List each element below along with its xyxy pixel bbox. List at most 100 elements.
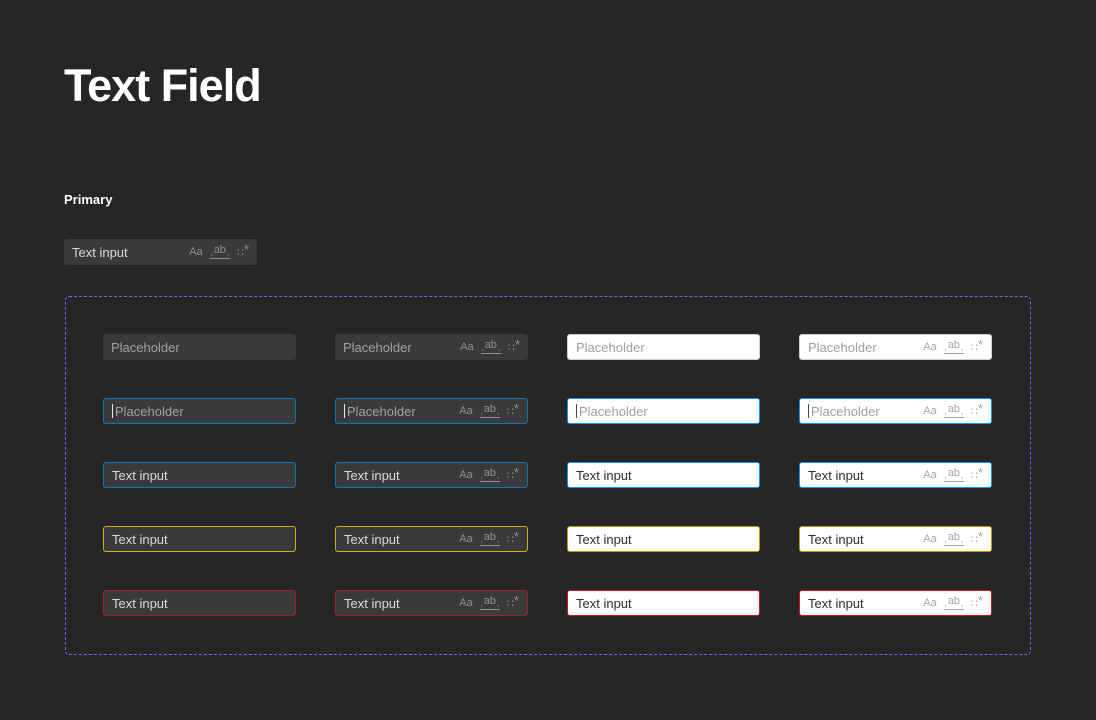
text-field-light-focus-with-icons[interactable]: Placeholder Aa ‚ ab ‚ ∷ * (799, 398, 992, 424)
spellcheck-icon[interactable]: ‚ ab ‚ (480, 340, 501, 354)
text-case-icon[interactable]: Aa (459, 596, 473, 609)
ab-label: ab (947, 339, 960, 351)
variants-panel: Placeholder Placeholder Aa ‚ ab ‚ ∷ * Place… (65, 296, 1031, 655)
text-case-icon[interactable]: Aa (923, 596, 937, 609)
spellcheck-icon[interactable]: ‚ ab ‚ (943, 595, 964, 610)
spellcheck-icon[interactable]: ‚ ab ‚ (943, 403, 964, 418)
sample-text-field[interactable]: Text input Aa ‚ ab ‚ ∷ * (64, 239, 257, 265)
field-text: Text input (576, 595, 632, 611)
dots-glyph: ∷ (236, 245, 244, 259)
text-case-icon[interactable]: Aa (460, 340, 474, 353)
password-asterisk-icon[interactable]: ∷ * (970, 464, 983, 482)
asterisk-glyph: * (977, 464, 983, 480)
text-case-icon[interactable]: Aa (459, 468, 473, 481)
spellcheck-icon[interactable]: ‚ ab ‚ (479, 531, 500, 546)
text-case-icon[interactable]: Aa (189, 245, 203, 258)
ab-label: ab (483, 531, 496, 543)
text-field-dark-error-with-icons[interactable]: Text input Aa ‚ ab ‚ ∷ * (335, 590, 528, 616)
password-asterisk-icon[interactable]: ∷ * (236, 243, 249, 259)
text-field-dark-warning-with-icons[interactable]: Text input Aa ‚ ab ‚ ∷ * (335, 526, 528, 552)
text-case-icon[interactable]: Aa (923, 468, 937, 481)
field-text: Text input (112, 531, 168, 547)
password-asterisk-icon[interactable]: ∷ * (506, 528, 519, 546)
tick-mark: ‚ (496, 406, 499, 416)
field-text: Placeholder (343, 339, 412, 355)
text-field-light-warning[interactable]: Text input (567, 526, 760, 552)
text-field-dark-default-with-icons[interactable]: Placeholder Aa ‚ ab ‚ ∷ * (335, 334, 528, 360)
spellcheck-icon[interactable]: ‚ ab ‚ (479, 404, 500, 418)
variants-grid: Placeholder Placeholder Aa ‚ ab ‚ ∷ * Place… (103, 334, 992, 616)
tick-mark: ‚ (226, 247, 229, 257)
text-case-icon[interactable]: Aa (923, 340, 937, 353)
text-field-dark-warning[interactable]: Text input (103, 526, 296, 552)
field-text: Text input (344, 595, 400, 611)
text-field-light-active[interactable]: Text input (567, 462, 760, 488)
text-field-dark-error[interactable]: Text input (103, 590, 296, 616)
field-icons: Aa ‚ ab ‚ ∷ * (923, 400, 983, 418)
tick-mark: ‚ (480, 470, 483, 480)
field-text: Placeholder (579, 403, 648, 419)
text-field-light-error-with-icons[interactable]: Text input Aa ‚ ab ‚ ∷ * (799, 590, 992, 616)
password-asterisk-icon[interactable]: ∷ * (507, 402, 519, 418)
field-icons: Aa ‚ ab ‚ ∷ * (923, 464, 983, 482)
field-icons: Aa ‚ ab ‚ ∷ * (459, 528, 519, 546)
password-asterisk-icon[interactable]: ∷ * (970, 338, 983, 354)
password-asterisk-icon[interactable]: ∷ * (971, 592, 983, 610)
dots-glyph: ∷ (506, 532, 514, 546)
asterisk-glyph: * (513, 592, 519, 608)
field-icons: Aa ‚ ab ‚ ∷ * (189, 243, 249, 259)
tick-mark: ‚ (960, 342, 963, 352)
field-text: Text input (576, 467, 632, 483)
field-icons: Aa ‚ ab ‚ ∷ * (460, 338, 520, 354)
password-asterisk-icon[interactable]: ∷ * (971, 530, 983, 546)
field-text: Text input (112, 595, 168, 611)
field-icons: Aa ‚ ab ‚ ∷ * (459, 592, 519, 610)
tick-mark: ‚ (960, 598, 963, 608)
spellcheck-icon[interactable]: ‚ ab ‚ (479, 596, 500, 610)
text-field-dark-active[interactable]: Text input (103, 462, 296, 488)
tick-mark: ‚ (480, 534, 483, 544)
field-icons: Aa ‚ ab ‚ ∷ * (459, 402, 519, 418)
password-asterisk-icon[interactable]: ∷ * (508, 338, 520, 354)
text-field-light-focus[interactable]: Placeholder (567, 398, 760, 424)
dots-glyph: ∷ (506, 468, 514, 482)
spellcheck-icon[interactable]: ‚ ab ‚ (479, 468, 500, 482)
asterisk-glyph: * (513, 528, 519, 544)
text-field-dark-default[interactable]: Placeholder (103, 334, 296, 360)
password-asterisk-icon[interactable]: ∷ * (506, 464, 519, 482)
text-field-light-default-with-icons[interactable]: Placeholder Aa ‚ ab ‚ ∷ * (799, 334, 992, 360)
asterisk-glyph: * (977, 592, 983, 608)
tick-mark: ‚ (210, 247, 213, 257)
field-text: Placeholder (576, 339, 645, 355)
text-field-light-error[interactable]: Text input (567, 590, 760, 616)
field-icons: Aa ‚ ab ‚ ∷ * (923, 592, 983, 610)
text-field-dark-focus[interactable]: Placeholder (103, 398, 296, 424)
text-case-icon[interactable]: Aa (459, 532, 473, 545)
dots-glyph: ∷ (970, 340, 978, 354)
text-field-light-active-with-icons[interactable]: Text input Aa ‚ ab ‚ ∷ * (799, 462, 992, 488)
asterisk-glyph: * (977, 400, 983, 416)
spellcheck-icon[interactable]: ‚ ab ‚ (943, 531, 964, 546)
field-text: Placeholder (808, 339, 877, 355)
text-field-dark-focus-with-icons[interactable]: Placeholder Aa ‚ ab ‚ ∷ * (335, 398, 528, 424)
text-field-light-default[interactable]: Placeholder (567, 334, 760, 360)
tick-mark: ‚ (480, 406, 483, 416)
text-case-icon[interactable]: Aa (923, 404, 937, 417)
ab-label: ab (947, 403, 960, 415)
spellcheck-icon[interactable]: ‚ ab ‚ (209, 245, 230, 259)
dots-glyph: ∷ (970, 468, 978, 482)
password-asterisk-icon[interactable]: ∷ * (507, 592, 519, 610)
text-case-icon[interactable]: Aa (459, 404, 473, 417)
password-asterisk-icon[interactable]: ∷ * (971, 400, 983, 418)
text-field-dark-active-with-icons[interactable]: Text input Aa ‚ ab ‚ ∷ * (335, 462, 528, 488)
spellcheck-icon[interactable]: ‚ ab ‚ (943, 339, 964, 354)
asterisk-glyph: * (513, 464, 519, 480)
field-text: Text input (808, 531, 864, 547)
spellcheck-icon[interactable]: ‚ ab ‚ (943, 468, 964, 482)
text-caret (808, 404, 809, 418)
text-case-icon[interactable]: Aa (923, 532, 937, 545)
text-field-light-warning-with-icons[interactable]: Text input Aa ‚ ab ‚ ∷ * (799, 526, 992, 552)
ab-label: ab (947, 595, 960, 607)
ab-label: ab (947, 531, 960, 543)
field-text: Text input (72, 244, 128, 260)
